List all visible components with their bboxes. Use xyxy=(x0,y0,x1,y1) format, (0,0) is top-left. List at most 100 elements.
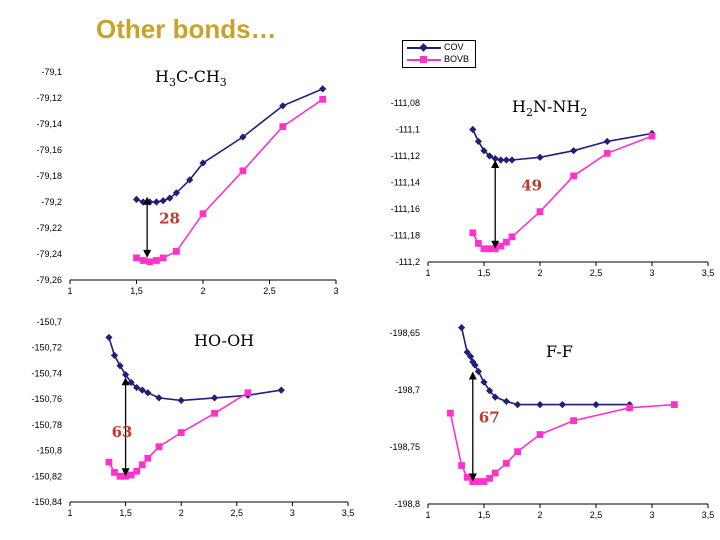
y-tick-label: -150,76 xyxy=(31,394,62,404)
chart-title: H2N-NH2 xyxy=(512,97,587,119)
series-line-bovb xyxy=(136,98,324,263)
x-tick-label: 2 xyxy=(200,286,205,296)
y-tick-label: -150,78 xyxy=(31,420,62,430)
data-point-bovb xyxy=(111,469,118,476)
y-tick-label: -79,16 xyxy=(36,145,62,155)
data-point-cov xyxy=(480,378,488,386)
data-point-bovb xyxy=(469,229,477,237)
y-tick-label: -111,2 xyxy=(396,257,420,267)
data-point-bovb xyxy=(116,472,124,480)
arrow-head-up-icon xyxy=(143,196,152,205)
title-part: H xyxy=(155,67,169,86)
y-tick-label: -150,82 xyxy=(31,471,62,481)
data-point-cov xyxy=(210,394,219,402)
title-part: N-NH xyxy=(533,97,580,116)
x-tick-label: 3 xyxy=(333,286,338,296)
data-point-bovb xyxy=(497,242,505,250)
data-point-bovb xyxy=(244,389,252,397)
data-point-bovb xyxy=(127,471,135,479)
y-tick-label: -111,18 xyxy=(391,231,420,241)
data-point-cov xyxy=(497,156,505,164)
data-point-bovb xyxy=(279,123,287,130)
data-point-bovb xyxy=(475,478,482,485)
chart-title: H3C-CH3 xyxy=(155,67,227,89)
data-point-cov xyxy=(536,153,544,161)
legend-item-cov: COV xyxy=(407,42,473,54)
data-point-cov xyxy=(152,198,161,206)
data-point-cov xyxy=(570,147,578,155)
data-point-cov xyxy=(144,389,152,397)
data-point-bovb xyxy=(503,459,510,467)
x-tick-label: 1 xyxy=(425,268,430,278)
data-point-cov xyxy=(491,155,499,163)
y-tick-label: -79,1 xyxy=(41,67,62,77)
x-tick-label: 2,5 xyxy=(590,268,603,278)
data-point-cov xyxy=(486,387,494,395)
data-point-bovb xyxy=(105,458,113,466)
data-point-cov xyxy=(159,197,167,205)
data-point-cov xyxy=(186,176,194,184)
x-tick-label: 1,5 xyxy=(478,510,491,520)
y-tick-label: -79,18 xyxy=(36,171,62,181)
data-point-cov xyxy=(514,401,522,409)
y-tick-label: -198,7 xyxy=(394,385,420,395)
data-point-bovb xyxy=(486,474,493,482)
y-tick-label: -79,24 xyxy=(36,249,62,259)
series-line-cov xyxy=(472,129,653,161)
legend-label-cov: COV xyxy=(444,42,464,52)
y-tick-label: -111,16 xyxy=(391,204,420,214)
data-point-cov xyxy=(277,386,285,394)
data-point-cov xyxy=(558,401,566,409)
x-tick-label: 3,5 xyxy=(702,268,715,278)
x-tick-label: 1,5 xyxy=(119,508,132,518)
y-tick-label: -111,1 xyxy=(396,125,420,135)
data-point-cov xyxy=(480,147,488,155)
data-point-bovb xyxy=(173,248,180,255)
arrow-head-up-icon xyxy=(468,371,477,380)
chart-3: 1 1,5 2 2,5 3 3,5 -150,7 -150,72 -150,74 -150,76 -… xyxy=(31,317,354,518)
arrow-head-up-icon xyxy=(491,159,500,168)
title-part: H xyxy=(512,97,526,116)
y-tick-label: -150,84 xyxy=(31,497,62,507)
data-point-bovb xyxy=(486,245,493,253)
data-point-bovb xyxy=(144,454,152,462)
x-tick-label: 2,5 xyxy=(590,510,603,520)
data-point-cov xyxy=(466,352,475,361)
data-point-cov xyxy=(199,159,207,167)
legend-item-bovb: BOVB xyxy=(407,54,473,66)
energy-label: 63 xyxy=(112,423,133,441)
y-tick-label: -198,75 xyxy=(389,442,420,452)
title-part: 2 xyxy=(526,106,533,119)
arrow-head-up-icon xyxy=(121,377,130,386)
data-point-cov xyxy=(172,189,180,197)
chart-title: HO-OH xyxy=(194,331,254,350)
data-point-cov xyxy=(474,367,482,376)
data-point-bovb xyxy=(503,238,510,246)
title-part: 3 xyxy=(169,76,176,89)
chart-title: F-F xyxy=(546,342,573,361)
data-point-bovb xyxy=(671,401,678,409)
data-point-bovb xyxy=(211,409,218,417)
x-tick-label: 1,5 xyxy=(130,286,143,296)
arrow-head-down-icon xyxy=(491,240,500,249)
data-point-cov xyxy=(132,195,141,203)
legend: COV BOVB xyxy=(402,40,476,68)
x-tick-label: 2 xyxy=(537,268,542,278)
title-part: C-CH xyxy=(176,67,220,86)
data-point-cov xyxy=(105,333,113,342)
data-point-cov xyxy=(502,397,510,405)
y-tick-label: -198,8 xyxy=(394,499,420,509)
data-point-bovb xyxy=(508,233,516,241)
y-tick-label: -79,26 xyxy=(36,275,62,285)
data-point-bovb xyxy=(475,240,482,247)
chart-4: 1 1,5 2 2,5 3 3,5 -198,65 -198,7 -198,75 -198,8 F-… xyxy=(389,324,714,520)
data-point-bovb xyxy=(153,257,160,264)
y-tick-label: -111,08 xyxy=(391,98,420,108)
y-tick-label: -198,65 xyxy=(389,328,420,338)
data-point-bovb xyxy=(138,461,146,469)
y-tick-label: -79,12 xyxy=(36,93,62,103)
y-tick-label: -150,74 xyxy=(31,368,62,378)
x-tick-label: 3,5 xyxy=(702,510,715,520)
legend-label-bovb: BOVB xyxy=(444,54,470,64)
